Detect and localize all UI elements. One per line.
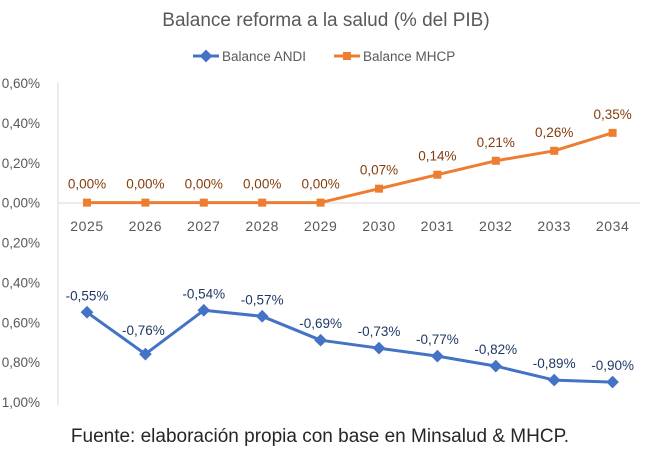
- data-label-mhcp: 0,00%: [185, 177, 223, 192]
- marker-mhcp: [83, 198, 91, 207]
- x-tick-label: 2028: [245, 218, 279, 234]
- source-note: Fuente: elaboración propia con base en M…: [71, 426, 569, 447]
- x-tick-label: 2031: [421, 218, 455, 234]
- marker-mhcp: [608, 128, 617, 137]
- x-tick-label: 2033: [537, 218, 571, 234]
- data-label-andi: -0,55%: [66, 288, 109, 303]
- data-label-mhcp: 0,00%: [68, 177, 106, 192]
- x-tick-label: 2025: [70, 218, 104, 234]
- data-labels: -0,55% -0,76% -0,54% -0,57% -0,69% -0,73% -0,7…: [66, 107, 634, 373]
- data-label-mhcp: 0,14%: [418, 149, 456, 164]
- x-tick-labels: 2025 2026 2027 2028 2029 2030 2031 2032 2033 2034: [70, 218, 629, 234]
- marker-andi: [314, 333, 327, 347]
- marker-andi: [80, 305, 94, 319]
- marker-mhcp: [433, 170, 442, 179]
- marker-mhcp: [491, 156, 500, 165]
- marker-andi: [547, 373, 561, 387]
- data-label-mhcp: 0,00%: [126, 177, 164, 192]
- legend-marker-mhcp: [343, 52, 351, 60]
- legend: Balance ANDI Balance MHCP: [193, 49, 455, 64]
- marker-andi: [139, 347, 152, 361]
- y-tick-label: 0,60%: [2, 315, 40, 330]
- data-label-mhcp: 0,35%: [593, 107, 631, 122]
- y-tick-label: 0,40%: [2, 116, 40, 131]
- legend-marker-andi: [199, 49, 213, 63]
- marker-andi: [372, 341, 386, 355]
- y-tick-label: 1,00%: [2, 395, 40, 410]
- marker-andi: [197, 303, 211, 317]
- x-tick-label: 2029: [304, 218, 338, 234]
- data-label-andi: -0,89%: [533, 356, 576, 371]
- series-line-mhcp: [85, 131, 615, 205]
- marker-mhcp: [199, 198, 208, 207]
- marker-mhcp: [375, 184, 383, 193]
- marker-mhcp: [258, 198, 267, 207]
- x-tick-label: 2034: [596, 218, 630, 234]
- x-tick-label: 2030: [362, 218, 396, 234]
- marker-andi: [431, 349, 444, 363]
- data-label-andi: -0,57%: [241, 292, 284, 307]
- data-label-andi: -0,77%: [416, 332, 459, 347]
- series-lines: [85, 131, 615, 384]
- marker-mhcp: [316, 198, 325, 207]
- marker-andi: [489, 359, 503, 373]
- data-label-mhcp: 0,00%: [243, 177, 281, 192]
- data-label-mhcp: 0,07%: [360, 163, 398, 178]
- data-label-andi: -0,69%: [299, 316, 342, 331]
- chart-title: Balance reforma a la salud (% del PIB): [162, 10, 489, 31]
- data-label-andi: -0,54%: [182, 286, 225, 301]
- x-tick-label: 2026: [129, 218, 163, 234]
- data-label-andi: -0,73%: [358, 324, 401, 339]
- data-label-mhcp: 0,21%: [477, 135, 515, 150]
- y-tick-labels: 0,60% 0,40% 0,20% 0,00% 0,20% 0,40% 0,60% 0,80%…: [2, 76, 40, 410]
- marker-mhcp: [141, 198, 150, 207]
- data-label-mhcp: 0,00%: [301, 177, 339, 192]
- legend-label-mhcp: Balance MHCP: [363, 49, 455, 64]
- y-tick-label: 0,20%: [2, 156, 40, 171]
- y-tick-label: 0,60%: [2, 76, 40, 91]
- legend-label-andi: Balance ANDI: [222, 49, 306, 64]
- y-tick-label: 0,00%: [2, 196, 40, 211]
- data-label-andi: -0,90%: [591, 358, 634, 373]
- marker-andi: [255, 309, 269, 323]
- y-tick-label: 0,80%: [2, 355, 40, 370]
- y-tick-label: 0,40%: [2, 275, 40, 290]
- x-tick-label: 2032: [479, 218, 513, 234]
- series-markers: [80, 128, 619, 389]
- marker-mhcp: [550, 146, 559, 155]
- data-label-mhcp: 0,26%: [535, 125, 573, 140]
- data-label-andi: -0,82%: [474, 342, 517, 357]
- y-tick-label: 0,20%: [2, 236, 40, 251]
- x-tick-label: 2027: [187, 218, 221, 234]
- marker-andi: [606, 375, 619, 389]
- data-label-andi: -0,76%: [122, 323, 165, 338]
- series-line-andi: [85, 308, 615, 384]
